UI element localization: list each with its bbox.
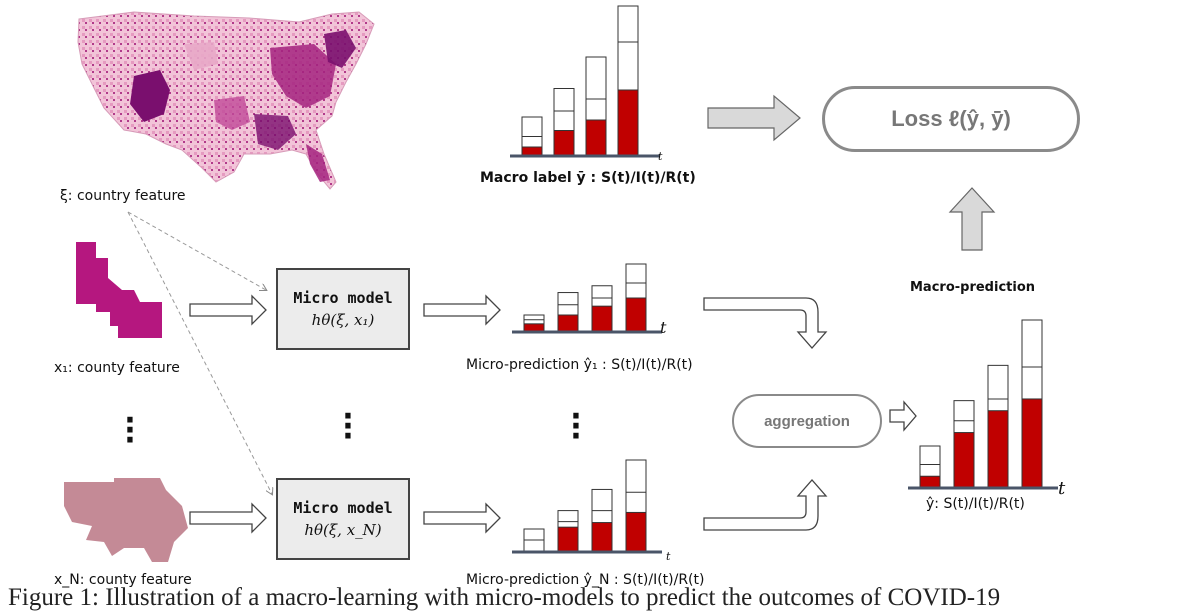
micro-model-1: Micro model hθ(ξ, x₁) [276,268,410,350]
bar-red-segment [553,130,575,157]
arrow-predN-to-agg [703,479,828,531]
arrow-agg-to-macro [889,400,917,432]
bars-micro-1 [512,263,662,334]
micro-pred-1-label: Micro-prediction ŷ₁ : S(t)/I(t)/R(t) [466,357,693,373]
county-1-label: x₁: county feature [54,360,180,376]
bar-red-segment [617,89,639,157]
micro-model-1-title: Micro model [293,289,393,307]
bar-red-segment [557,526,579,553]
aggregation-box: aggregation [732,394,882,448]
figure-caption: Figure 1: Illustration of a macro-learni… [8,584,1001,611]
arrow-microN-to-pred [423,502,501,534]
arrow-micro1-to-pred [423,294,501,326]
t-axis-label-micro1: t [660,318,667,337]
bar-red-segment [585,119,607,157]
vertical-ellipsis-right: · · · [570,399,582,454]
bars-macro-prediction [908,319,1058,490]
bar-red-segment [625,511,647,553]
bars-micro-n [512,459,662,554]
bar-red-segment [591,522,613,553]
micro-model-n: Micro model hθ(ξ, x_N) [276,478,410,560]
micro-model-n-formula: hθ(ξ, x_N) [304,521,382,539]
bar-red-segment [1021,398,1043,489]
t-axis-label-macropred: t [1058,478,1066,499]
arrow-macro-label-to-loss [707,94,801,142]
vertical-ellipsis-middle: · · · [342,399,354,454]
vertical-ellipsis-left: · · · [124,403,136,458]
micro-model-1-formula: hθ(ξ, x₁) [311,311,375,329]
country-feature-label: ξ: country feature [60,188,186,204]
bar-red-segment [557,314,579,333]
micro-pred-n-label: Micro-prediction ŷ_N : S(t)/I(t)/R(t) [466,572,705,588]
loss-box: Loss ℓ(ŷ, ȳ) [822,86,1080,152]
us-map [77,11,375,190]
arrow-pred1-to-agg [703,297,828,349]
macro-label-text: Macro label ȳ : S(t)/I(t)/R(t) [480,170,696,186]
bar-red-segment [919,475,941,489]
loss-text: Loss ℓ(ŷ, ȳ) [891,106,1011,131]
y-hat-label: ŷ: S(t)/I(t)/R(t) [926,496,1025,512]
county-n-shape [64,478,188,562]
county-n-label: x_N: county feature [54,572,192,588]
bar-red-segment [625,297,647,333]
county-1-shape [76,242,162,338]
bar-red-segment [591,305,613,333]
arrow-county1-to-micro [189,294,267,326]
bars-macro-label [510,5,660,158]
bar-red-segment [987,410,1009,489]
macro-prediction-label: Macro-prediction [910,280,1036,295]
bar-red-segment [953,432,975,489]
t-axis-label-macro: t [658,150,663,163]
aggregation-text: aggregation [764,412,850,430]
arrow-countyN-to-micro [189,502,267,534]
arrow-pred-to-loss [948,187,996,251]
t-axis-label-microN: t [666,550,671,563]
micro-model-n-title: Micro model [293,499,393,517]
